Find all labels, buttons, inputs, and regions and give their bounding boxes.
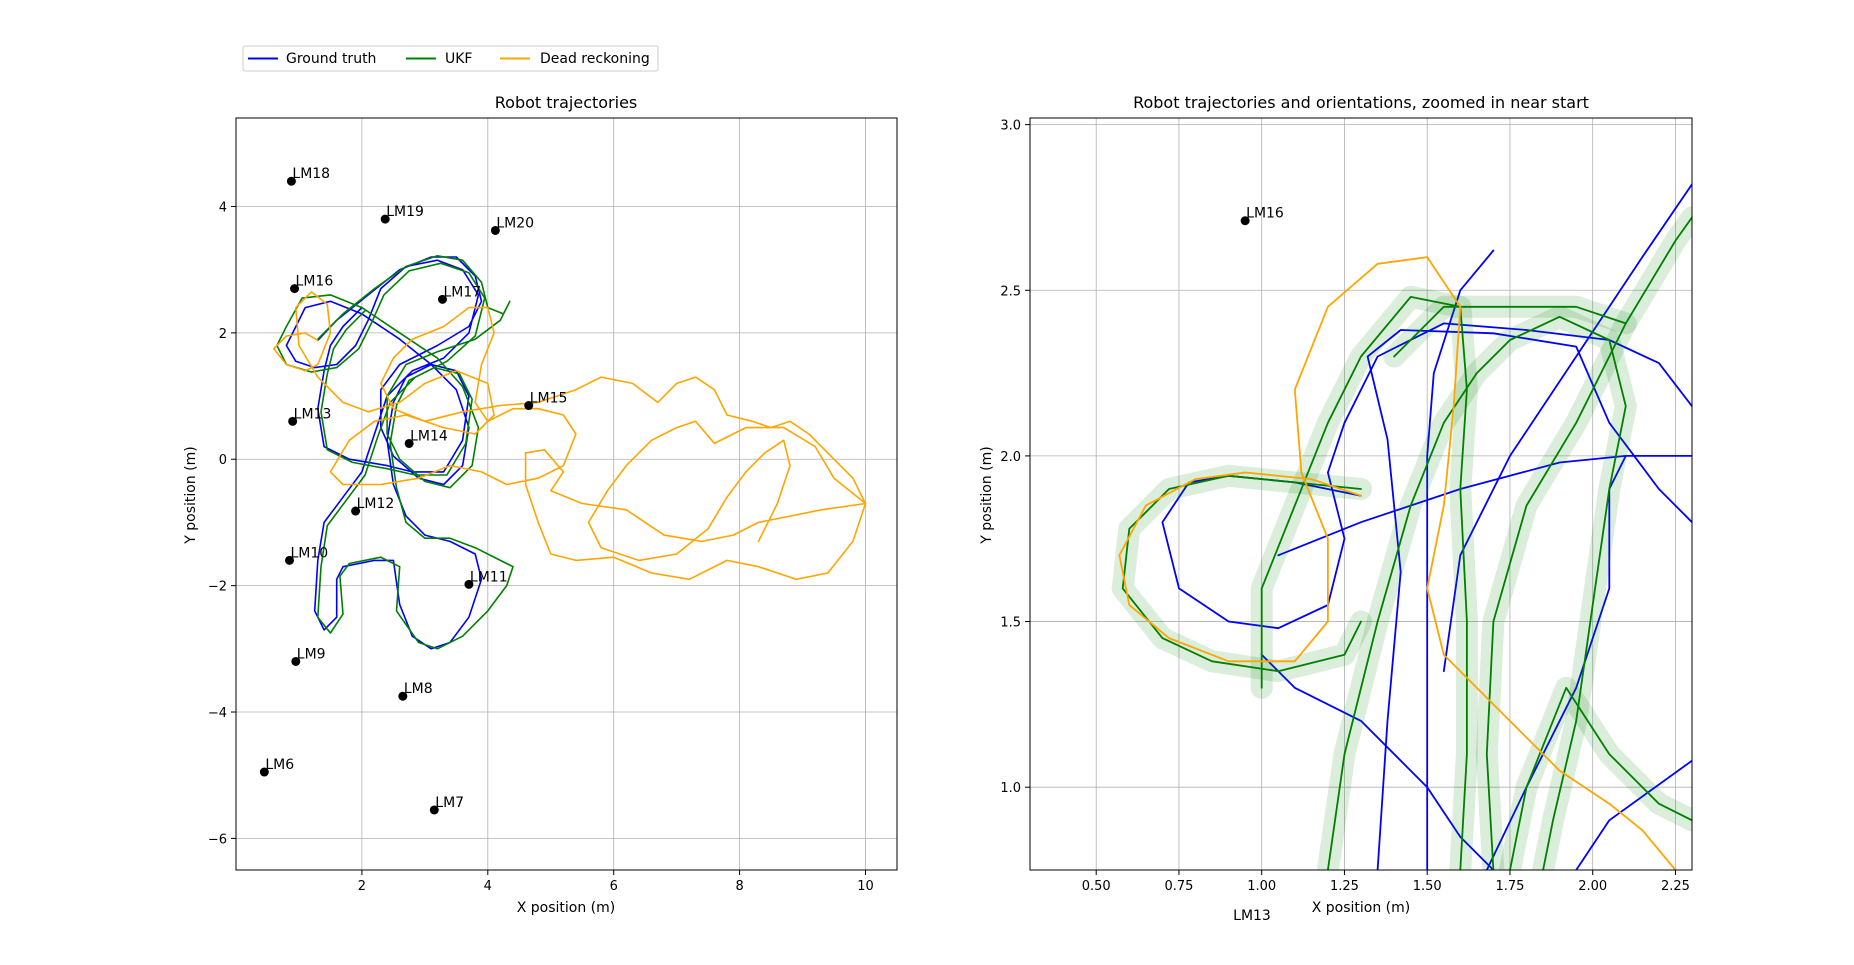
landmark-label-lm14: LM14: [410, 428, 448, 444]
landmark-label-lm11: LM11: [470, 569, 508, 585]
series-line-ukf: [1485, 216, 1692, 870]
series-line-ground-truth: [1575, 759, 1692, 870]
x-axis-label: X position (m): [517, 900, 616, 916]
landmark-label-lm16: LM16: [296, 274, 334, 290]
series-line-ukf: [1327, 315, 1627, 870]
x-tick-label: 2.25: [1661, 879, 1690, 894]
landmark-label-lm6: LM6: [265, 757, 294, 773]
y-tick-label: 0: [219, 453, 227, 468]
series-line-ground-truth: [1366, 329, 1692, 870]
series-lines: [273, 255, 867, 650]
landmark-label-lm8: LM8: [404, 681, 433, 697]
x-tick-label: 8: [735, 879, 743, 894]
y-tick-label: 2: [219, 327, 227, 342]
series-lines: [1111, 183, 1692, 870]
series-line-ground-truth: [1426, 249, 1495, 870]
series-line-dead-reckoning: [273, 291, 867, 581]
series-band-ukf: [1499, 676, 1692, 870]
landmark-label-lm16: LM16: [1246, 206, 1284, 222]
y-tick-label: 4: [219, 200, 227, 215]
x-tick-label: 0.75: [1164, 879, 1193, 894]
landmarks: LM16 LM13: [1233, 206, 1284, 924]
series-line-dead-reckoning: [1118, 256, 1677, 870]
landmark-marker-lm7: [429, 805, 439, 815]
legend-frame: [242, 45, 659, 72]
landmark-marker-lm9: [291, 656, 301, 666]
chart-title: Robot trajectories and orientations, zoo…: [1133, 93, 1589, 112]
landmark-marker-lm11: [464, 579, 474, 589]
landmark-marker-lm13: [288, 416, 298, 426]
landmark-label-lm7: LM7: [435, 795, 464, 811]
chart-title: Robot trajectories: [495, 93, 638, 112]
legend-label-ground-truth: Ground truth: [286, 51, 376, 67]
series-line-ground-truth: [1442, 183, 1692, 673]
landmark-marker-lm19: [380, 214, 390, 224]
landmark-marker-lm17: [437, 294, 447, 304]
landmark-label-lm17: LM17: [443, 284, 481, 300]
landmark-label-lm18: LM18: [292, 166, 330, 182]
x-tick-label: 1.25: [1330, 879, 1359, 894]
y-tick-label: 2.0: [1000, 450, 1021, 465]
grid: [1030, 118, 1692, 870]
landmark-marker-lm16: [290, 284, 300, 294]
series-line-ground-truth: [285, 256, 483, 650]
landmark-label-lm19: LM19: [386, 204, 424, 220]
landmark-label-lm9: LM9: [297, 646, 326, 662]
x-tick-label: 2: [358, 879, 366, 894]
landmark-label-lm12: LM12: [357, 496, 395, 512]
landmark-marker-lm16: [1240, 216, 1250, 226]
x-tick-label: 6: [610, 879, 618, 894]
x-tick-label: 4: [484, 879, 492, 894]
y-tick-label: 1.0: [1000, 781, 1021, 796]
x-tick-label: 10: [857, 879, 874, 894]
chart-zoomed: Robot trajectories and orientations, zoo…: [979, 93, 1693, 924]
grid: [236, 118, 897, 870]
series-line-ukf: [1509, 686, 1692, 870]
series-line-ukf: [1260, 296, 1468, 870]
landmark-marker-lm15: [524, 401, 534, 411]
series-line-ground-truth: [1260, 653, 1495, 870]
landmark-label-lm10: LM10: [291, 545, 329, 561]
series-line-ground-truth: [1161, 322, 1692, 630]
ticks: 2 4 6 8 10 −6 −4 −2 0 2 4: [208, 200, 874, 894]
x-tick-label: 0.50: [1082, 879, 1111, 894]
y-axis-label: Y position (m): [979, 446, 995, 544]
landmark-marker-lm6: [259, 767, 269, 777]
legend-label-ukf: UKF: [445, 51, 472, 67]
landmark-marker-lm8: [398, 691, 408, 701]
legend-label-dead-reckoning: Dead reckoning: [540, 51, 650, 67]
x-tick-label: 2.00: [1578, 879, 1607, 894]
landmark-marker-lm20: [490, 225, 500, 235]
y-tick-label: 3.0: [1000, 119, 1021, 134]
chart-trajectories: Robot trajectories X position (m) Y posi…: [183, 93, 898, 916]
x-tick-label: 1.00: [1247, 879, 1276, 894]
series-line-ukf: [1393, 305, 1627, 358]
y-tick-label: 2.5: [1000, 284, 1021, 299]
x-tick-label: 1.75: [1495, 879, 1524, 894]
landmark-marker-lm10: [285, 555, 295, 565]
landmark-marker-lm14: [404, 438, 414, 448]
series-band-ukf: [1111, 464, 1372, 683]
landmark-marker-lm18: [286, 176, 296, 186]
landmark-label-lm20: LM20: [496, 215, 534, 231]
x-tick-label: 1.50: [1413, 879, 1442, 894]
series-line-ukf: [1121, 474, 1362, 673]
plot-frame: [1029, 117, 1693, 871]
ticks: 0.50 0.75 1.00 1.25 1.50 1.75 2.00 2.25 1.0 1.5 2.…: [1000, 119, 1690, 894]
landmark-label-lm13: LM13: [294, 406, 332, 422]
x-axis-label: X position (m): [1312, 900, 1411, 916]
landmark-label-lm13: LM13: [1233, 908, 1271, 924]
landmark-label-lm15: LM15: [530, 391, 568, 407]
y-tick-label: −2: [208, 580, 227, 595]
landmark-marker-lm12: [351, 506, 361, 516]
legend: Ground truth UKF Dead reckoning: [242, 45, 659, 72]
plot-frame: [235, 117, 898, 871]
landmarks: LM6 LM7 LM8 LM9 LM10 LM11 LM12 LM13 LM14 LM15 LM16…: [259, 166, 568, 815]
y-tick-label: 1.5: [1000, 616, 1021, 631]
y-axis-label: Y position (m): [183, 446, 199, 544]
y-tick-label: −6: [208, 832, 227, 847]
y-tick-label: −4: [208, 706, 227, 721]
